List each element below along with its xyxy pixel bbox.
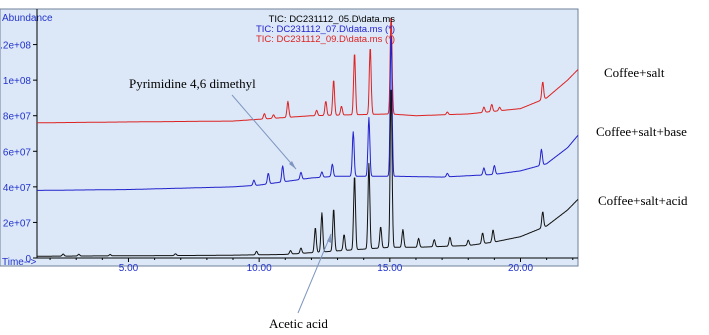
x-tick-label-2: 15.00 bbox=[377, 263, 402, 274]
series-2 bbox=[37, 89, 579, 257]
series-line-0 bbox=[37, 17, 579, 124]
series-0 bbox=[37, 17, 579, 124]
x-tick-label-3: 20.00 bbox=[508, 263, 533, 274]
series-line-1 bbox=[37, 35, 579, 191]
y-tick-label-4: 8e+07 bbox=[3, 112, 32, 123]
file-label-1: TIC: DC231112_07.D\data.ms (*) bbox=[256, 24, 395, 35]
y-tick-label-2: 4e+07 bbox=[3, 183, 32, 194]
series-group bbox=[37, 17, 579, 257]
y-tick-label-0: 0 bbox=[25, 254, 31, 265]
series-1 bbox=[37, 35, 579, 191]
y-tick-label-5: 1e+08 bbox=[3, 76, 32, 87]
file-label-2: TIC: DC231112_09.D\data.ms (*) bbox=[256, 34, 395, 45]
y-tick-label-1: 2e+07 bbox=[3, 218, 32, 229]
series-label-coffee-salt-acid: Coffee+salt+acid bbox=[598, 193, 688, 208]
x-tick-label-0: 5.00 bbox=[119, 263, 139, 274]
x-axis-title: Time--> bbox=[2, 257, 37, 268]
x-tick-label-1: 10.00 bbox=[247, 263, 272, 274]
y-tick-label-6: 1.2e+08 bbox=[0, 41, 31, 52]
series-label-coffee-salt: Coffee+salt bbox=[604, 65, 665, 80]
annotation-pyrimidine: Pyrimidine 4,6 dimethyl bbox=[129, 76, 256, 91]
y-tick-label-3: 6e+07 bbox=[3, 147, 32, 158]
axes-group: 0 2e+07 4e+07 6e+07 8e+07 1e+08 1.2e+08 5.00 10.… bbox=[0, 9, 578, 274]
annotation-pyrimidine-arrowhead bbox=[289, 161, 296, 169]
annotation-acetic-acid-arrow bbox=[297, 233, 332, 314]
file-label-0: TIC: DC231112_05.D\data.ms bbox=[269, 14, 396, 25]
annotation-pyrimidine-arrow bbox=[231, 94, 297, 170]
y-axis-title: Abundance bbox=[2, 13, 53, 24]
series-label-coffee-salt-base: Coffee+salt+base bbox=[596, 124, 687, 139]
series-line-2 bbox=[37, 89, 579, 257]
annotation-acetic-acid: Acetic acid bbox=[269, 316, 328, 331]
plot-background bbox=[0, 8, 579, 267]
annotation-acetic-acid-arrowhead bbox=[327, 234, 331, 243]
